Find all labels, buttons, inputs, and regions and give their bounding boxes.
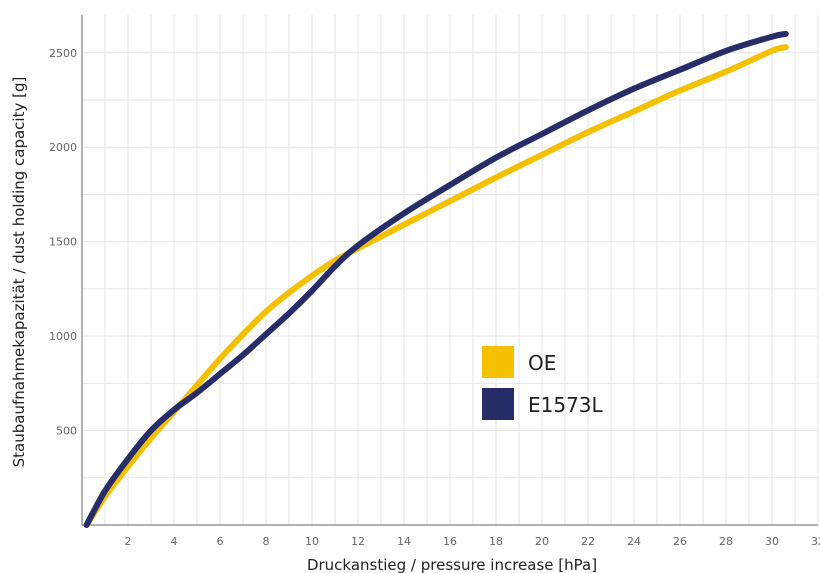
x-tick-label: 22 bbox=[581, 535, 595, 548]
legend-swatch-e1573l bbox=[482, 388, 514, 420]
grid-lines bbox=[82, 15, 819, 525]
x-tick-label: 24 bbox=[627, 535, 641, 548]
series-line-e1573l bbox=[83, 30, 789, 528]
y-axis-title: Staubaufnahmekapazität / dust holding ca… bbox=[10, 77, 28, 468]
x-tick-label: 32 bbox=[811, 535, 820, 548]
y-tick-label: 500 bbox=[56, 425, 77, 438]
legend-swatch-oe bbox=[482, 346, 514, 378]
x-tick-label: 12 bbox=[351, 535, 365, 548]
x-tick-label: 26 bbox=[673, 535, 687, 548]
x-tick-label: 10 bbox=[305, 535, 319, 548]
x-tick-label: 30 bbox=[765, 535, 779, 548]
y-tick-labels: 500 1000 1500 2000 2500 bbox=[49, 47, 77, 438]
series-line-oe bbox=[83, 44, 789, 528]
legend: OE E1573L bbox=[482, 346, 604, 420]
x-tick-label: 2 bbox=[125, 535, 132, 548]
y-tick-label: 1500 bbox=[49, 236, 77, 249]
legend-label-oe: OE bbox=[528, 351, 556, 375]
x-tick-label: 6 bbox=[217, 535, 224, 548]
y-tick-label: 2000 bbox=[49, 141, 77, 154]
x-tick-label: 14 bbox=[397, 535, 411, 548]
x-tick-label: 8 bbox=[263, 535, 270, 548]
series-lines bbox=[83, 30, 789, 528]
x-tick-label: 18 bbox=[489, 535, 503, 548]
x-tick-label: 20 bbox=[535, 535, 549, 548]
legend-label-e1573l: E1573L bbox=[528, 393, 604, 417]
y-tick-label: 2500 bbox=[49, 47, 77, 60]
x-tick-label: 4 bbox=[171, 535, 178, 548]
y-tick-label: 1000 bbox=[49, 330, 77, 343]
x-tick-label: 28 bbox=[719, 535, 733, 548]
x-tick-labels: 2468101214161820222426283032 bbox=[125, 535, 820, 548]
x-axis-title: Druckanstieg / pressure increase [hPa] bbox=[307, 556, 597, 573]
x-tick-label: 16 bbox=[443, 535, 457, 548]
